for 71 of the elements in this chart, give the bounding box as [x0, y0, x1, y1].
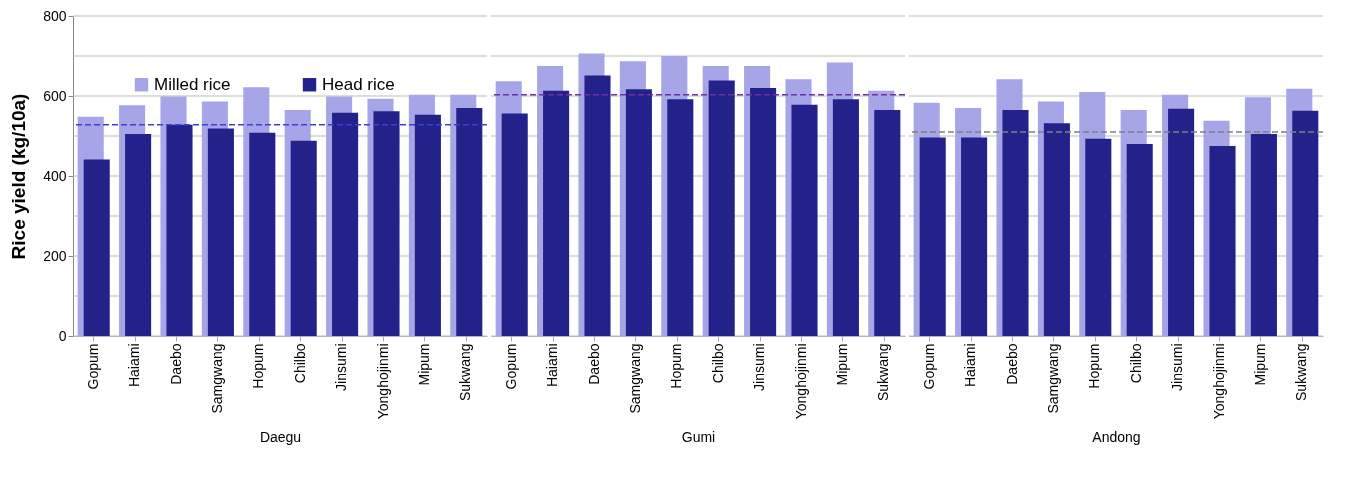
bar	[543, 90, 570, 336]
x-tick-label: Chilbo	[1127, 343, 1144, 384]
x-tick-label: Samgwang	[208, 343, 225, 414]
x-tick-label: Mipum	[1251, 343, 1268, 386]
x-tick-label: Mipum	[833, 343, 850, 386]
x-tick-label: Daebo	[585, 343, 602, 385]
bar	[1043, 123, 1070, 336]
x-tick-label: Hopum	[668, 343, 685, 389]
bar	[414, 114, 441, 336]
bar	[1085, 138, 1112, 336]
bar	[501, 113, 528, 336]
x-tick-label: Chilbo	[291, 343, 308, 384]
bar	[919, 137, 946, 336]
x-tick-label: Gopum	[502, 343, 519, 390]
bar	[166, 124, 193, 336]
x-tick-label: Yonghojinmi	[792, 343, 809, 420]
bar	[667, 99, 694, 336]
bar	[125, 134, 152, 336]
x-tick-label: Gopum	[84, 343, 101, 390]
x-tick-label: Hopum	[250, 343, 267, 389]
x-tick-label: Jinsumi	[1169, 343, 1186, 391]
x-tick-label: Chilbo	[709, 343, 726, 384]
x-tick-label: Daebo	[167, 343, 184, 385]
legend-label: Milled rice	[154, 74, 231, 94]
bar	[874, 110, 901, 336]
bar	[1002, 110, 1029, 336]
x-tick-label: Sukwang	[457, 343, 474, 402]
x-tick-label: Haiami	[962, 343, 979, 388]
x-tick-label: Samgwang	[1044, 343, 1061, 414]
x-tick-label: Mipum	[415, 343, 432, 386]
x-tick-label: Haiami	[126, 343, 143, 388]
x-tick-label: Samgwang	[626, 343, 643, 414]
bar	[249, 132, 276, 336]
bar	[750, 88, 777, 336]
x-tick-label: Haiami	[544, 343, 561, 388]
bar	[373, 111, 400, 336]
bar	[791, 104, 818, 336]
y-tick-label: 800	[43, 7, 67, 24]
x-tick-label: Gopum	[920, 343, 937, 390]
y-axis-title: Rice yield (kg/10a)	[8, 93, 30, 260]
bar	[1126, 144, 1153, 336]
y-tick-label: 600	[43, 87, 67, 104]
y-tick-label: 200	[43, 247, 67, 264]
x-axis-title: Gumi	[681, 429, 716, 446]
bar	[961, 137, 988, 336]
x-tick-label: Yonghojinmi	[374, 343, 391, 420]
x-tick-label: Sukwang	[1293, 343, 1310, 402]
x-axis-title: Daegu	[259, 429, 302, 446]
y-tick-label: 400	[43, 167, 67, 184]
bar	[1168, 108, 1195, 336]
bar	[456, 108, 483, 336]
bar	[1292, 110, 1319, 336]
legend-label: Head rice	[322, 74, 395, 94]
x-tick-label: Jinsumi	[333, 343, 350, 391]
bar	[625, 89, 652, 336]
bar	[832, 99, 859, 336]
bar	[1250, 134, 1277, 336]
x-tick-label: Sukwang	[875, 343, 892, 402]
y-tick-label: 0	[58, 327, 67, 344]
x-tick-label: Daebo	[1003, 343, 1020, 385]
bar	[83, 159, 110, 336]
x-tick-label: Jinsumi	[751, 343, 768, 391]
bar	[708, 80, 735, 336]
x-axis-title: Andong	[1092, 429, 1141, 446]
bar	[207, 128, 234, 336]
x-tick-label: Hopum	[1086, 343, 1103, 389]
x-tick-label: Yonghojinmi	[1210, 343, 1227, 420]
bar	[290, 140, 317, 336]
bar	[332, 112, 359, 336]
bar	[584, 75, 611, 336]
bar	[1209, 146, 1236, 336]
